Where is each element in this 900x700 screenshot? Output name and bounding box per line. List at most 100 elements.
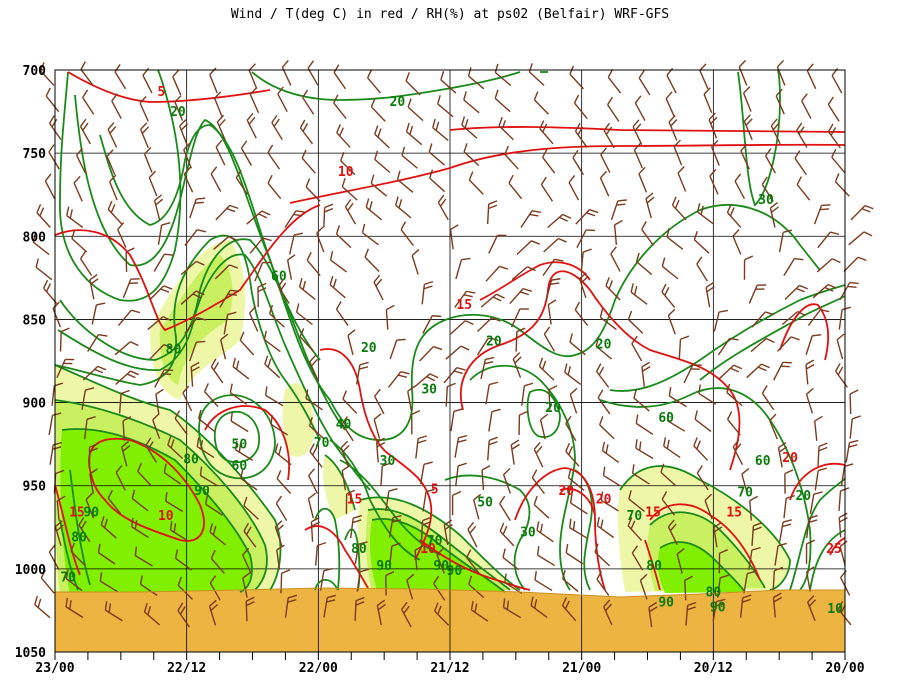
y-tick-label: 1050	[15, 646, 46, 661]
wind-barb	[596, 571, 610, 596]
wind-barb	[114, 64, 127, 90]
wind-barb	[543, 237, 567, 253]
temperature-contour-label: 15	[726, 506, 742, 521]
rh-contour-label: 90	[83, 506, 99, 521]
wind-barb	[746, 363, 770, 379]
wind-barb	[712, 598, 726, 622]
wind-barb	[347, 329, 356, 355]
rh-contour-label: 30	[520, 526, 536, 541]
x-tick-label: 22/00	[299, 661, 338, 676]
wind-barb	[79, 118, 91, 145]
wind-barb	[743, 255, 754, 280]
wind-barb	[213, 235, 238, 250]
wind-barb	[774, 542, 787, 566]
wind-barb	[174, 95, 184, 121]
wind-barb	[196, 437, 215, 459]
wind-barb	[827, 123, 841, 149]
wind-barb	[499, 495, 511, 521]
wind-barb	[597, 389, 611, 415]
wind-barb	[257, 282, 267, 308]
wind-barb	[713, 521, 723, 548]
wind-barb	[75, 147, 87, 174]
wind-barb	[751, 522, 763, 546]
wind-barb	[742, 86, 752, 112]
wind-barb	[536, 521, 554, 543]
wind-barb	[172, 69, 182, 96]
temperature-contour-line	[559, 487, 596, 516]
wind-barb	[831, 67, 843, 94]
wind-barb	[180, 290, 205, 305]
wind-barb	[661, 491, 676, 516]
wind-barb	[242, 572, 251, 598]
wind-barb	[229, 383, 247, 405]
wind-barb	[199, 466, 218, 487]
wind-barb	[449, 224, 459, 250]
wind-barb	[155, 388, 164, 415]
wind-barb	[336, 124, 351, 148]
wind-barb	[772, 566, 784, 591]
wind-barb	[373, 274, 384, 301]
wind-barb	[189, 340, 206, 362]
temperature-contour-line	[779, 303, 830, 361]
rh-90-region	[60, 429, 252, 594]
wind-barb	[374, 125, 390, 149]
wind-barb	[741, 467, 750, 494]
wind-barb	[665, 91, 676, 118]
wind-barb	[73, 175, 83, 202]
wind-barb	[834, 363, 848, 388]
rh-contour-label: 20	[170, 105, 186, 120]
wind-barb	[814, 467, 828, 491]
wind-barb	[450, 408, 463, 432]
wind-barb	[610, 199, 627, 221]
wind-barb	[419, 461, 433, 485]
wind-barb	[380, 462, 391, 487]
wind-barb	[463, 143, 480, 166]
wind-barb	[607, 68, 622, 94]
wind-barb	[667, 519, 678, 546]
wind-barb	[548, 385, 558, 410]
wind-barb	[600, 147, 611, 173]
wind-barb	[576, 229, 596, 249]
wind-barb	[213, 91, 223, 118]
wind-barb	[748, 284, 767, 304]
rh-contour-label: 50	[232, 437, 248, 452]
wind-barb	[666, 67, 677, 94]
wind-barb	[51, 382, 64, 406]
rh-contour-line	[251, 71, 521, 101]
wind-barb	[761, 176, 774, 202]
wind-barb	[596, 516, 615, 539]
wind-barb	[235, 169, 248, 195]
wind-barb	[319, 567, 333, 591]
wind-barb	[648, 601, 658, 628]
wind-barb	[139, 95, 149, 122]
wind-barb	[276, 470, 292, 494]
wind-barb	[243, 522, 257, 548]
wind-barb	[274, 520, 284, 547]
wind-barb	[765, 148, 777, 174]
wind-barb	[263, 330, 281, 353]
wind-barb	[696, 203, 715, 225]
wind-barb	[277, 86, 288, 112]
wind-barb	[66, 206, 84, 229]
wind-barb	[796, 176, 811, 201]
wind-barb	[145, 437, 157, 463]
wind-barb	[139, 122, 150, 149]
wind-barb	[739, 594, 752, 618]
wind-barb	[288, 232, 303, 255]
wind-barb	[396, 170, 414, 193]
wind-barb	[807, 595, 817, 621]
wind-barb	[467, 67, 485, 90]
wind-barb	[778, 229, 793, 253]
rh-contour-label: 60	[271, 270, 287, 285]
wind-barb	[182, 385, 193, 412]
wind-barb	[627, 310, 644, 334]
wind-barb	[414, 373, 439, 388]
wind-barb	[370, 98, 386, 122]
wind-barb	[696, 256, 708, 282]
wind-barb	[599, 416, 615, 440]
rh-90-region	[657, 541, 745, 593]
wind-barb	[836, 333, 845, 360]
wind-barb	[48, 544, 60, 571]
wind-barb	[314, 541, 327, 566]
